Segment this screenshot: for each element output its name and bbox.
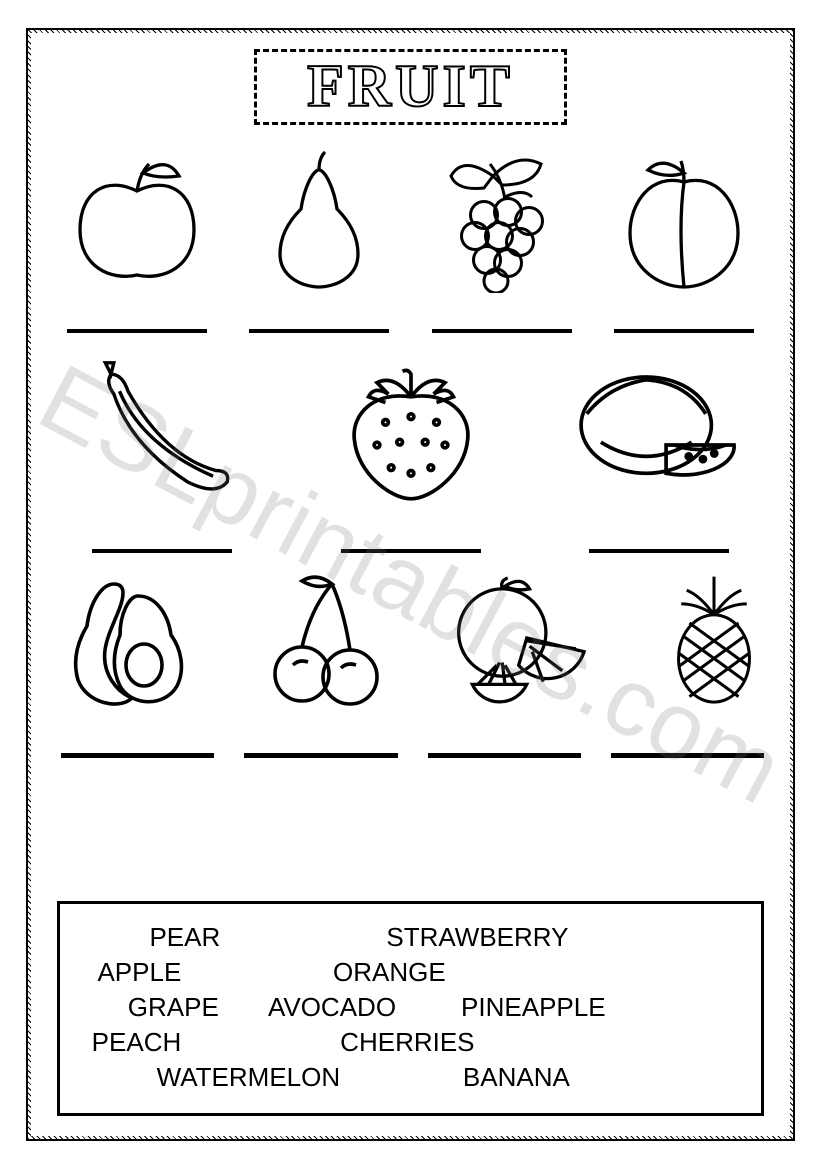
fruit-cell-strawberry	[306, 343, 516, 553]
answer-blank[interactable]	[67, 293, 207, 333]
fruit-cell-pear	[239, 143, 399, 333]
answer-blank[interactable]	[611, 753, 764, 758]
wordbank-line: WATERMELON BANANA	[70, 1060, 751, 1095]
answer-blank[interactable]	[92, 513, 232, 553]
answer-blank[interactable]	[61, 753, 214, 758]
answer-blank[interactable]	[341, 513, 481, 553]
orange-icon	[445, 563, 595, 713]
answer-blank[interactable]	[249, 293, 389, 333]
title-box: FRUIT	[254, 49, 567, 125]
fruit-row-1	[57, 143, 764, 333]
grapes-icon	[427, 143, 577, 293]
watermelon-icon	[559, 343, 759, 513]
pear-icon	[244, 143, 394, 293]
fruit-row-3	[57, 563, 764, 713]
fruit-row-2	[57, 343, 764, 553]
pineapple-icon	[639, 563, 789, 713]
answer-blank[interactable]	[614, 293, 754, 333]
strawberry-icon	[311, 343, 511, 513]
word-bank: PEAR STRAWBERRY APPLE ORANGE GRAPE AVOCA…	[57, 901, 764, 1116]
fruit-cell-orange	[445, 563, 595, 713]
wordbank-line: PEAR STRAWBERRY	[70, 920, 751, 955]
fruit-cell-avocado	[57, 563, 207, 713]
fruit-grid	[57, 143, 764, 758]
fruit-cell-apple	[57, 143, 217, 333]
answer-blank[interactable]	[432, 293, 572, 333]
page-inner: FRUIT	[31, 33, 790, 1136]
peach-icon	[609, 143, 759, 293]
fruit-cell-cherries	[251, 563, 401, 713]
apple-icon	[62, 143, 212, 293]
cherries-icon	[251, 563, 401, 713]
fruit-cell-banana	[57, 343, 267, 553]
fruit-cell-peach	[604, 143, 764, 333]
row3-blanks	[57, 753, 764, 758]
answer-blank[interactable]	[244, 753, 397, 758]
avocado-icon	[57, 563, 207, 713]
fruit-cell-grapes	[422, 143, 582, 333]
wordbank-line: APPLE ORANGE	[70, 955, 751, 990]
wordbank-line: GRAPE AVOCADO PINEAPPLE	[70, 990, 751, 1025]
answer-blank[interactable]	[589, 513, 729, 553]
page-title: FRUIT	[307, 56, 514, 122]
fruit-cell-pineapple	[639, 563, 789, 713]
banana-icon	[62, 343, 262, 513]
fruit-cell-watermelon	[554, 343, 764, 553]
wordbank-line: PEACH CHERRIES	[70, 1025, 751, 1060]
page-frame: FRUIT	[26, 28, 795, 1141]
answer-blank[interactable]	[428, 753, 581, 758]
